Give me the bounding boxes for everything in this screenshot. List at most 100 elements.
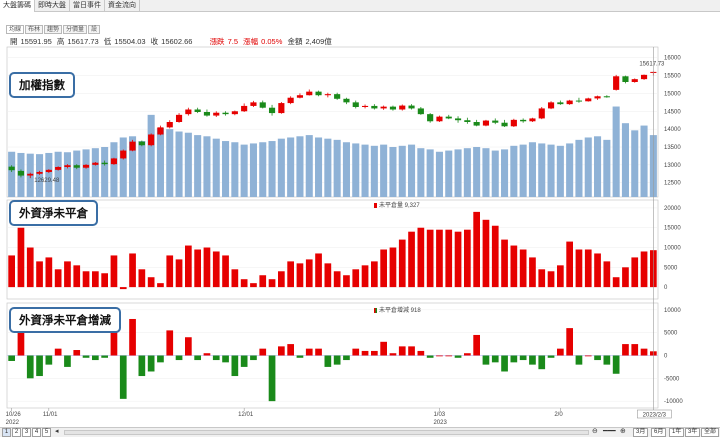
volume-bar: [166, 129, 174, 197]
period-3y-button[interactable]: 3年: [685, 428, 701, 437]
oi-bar: [612, 277, 620, 288]
volume-bar: [184, 132, 192, 197]
period-6m-button[interactable]: 6月: [651, 428, 667, 437]
oi-bar: [529, 257, 536, 288]
candle-body: [92, 162, 99, 165]
oi-bar: [64, 261, 71, 288]
candle-body: [64, 165, 71, 167]
oi-bar: [240, 279, 248, 288]
page-button-3[interactable]: 3: [22, 428, 31, 437]
oi-legend: 未平倉量 9,327: [374, 200, 420, 209]
candle-body: [371, 105, 378, 109]
candle-body: [529, 118, 536, 122]
candle-body: [222, 112, 229, 115]
tab-major-chips[interactable]: 大盤籌碼: [0, 0, 35, 12]
tab-trend[interactable]: 趨勢: [44, 25, 63, 34]
oi-bar: [464, 229, 471, 288]
oi-change-bar: [612, 355, 620, 374]
oi-bar: [45, 257, 53, 288]
candle-body: [622, 76, 629, 82]
volume-bar: [156, 127, 164, 197]
tab-realtime-market[interactable]: 即時大盤: [35, 0, 70, 12]
volume-bar: [342, 142, 350, 197]
oi-bar: [203, 247, 211, 288]
candle-body: [557, 102, 564, 105]
oi-change-bar: [287, 344, 294, 356]
candle-body: [138, 141, 145, 146]
oi-bar: [26, 247, 34, 288]
volume-bar: [231, 142, 239, 197]
oi-change-bar: [640, 348, 648, 356]
oi-bar: [436, 229, 443, 288]
oi-change-bar: [436, 355, 443, 357]
tab-daily-events[interactable]: 當日事件: [70, 0, 105, 12]
oi-bar: [352, 269, 360, 288]
volume-bar: [129, 136, 137, 197]
oi-change-bar: [166, 330, 174, 356]
candle-body: [120, 150, 127, 159]
close-label: 收: [150, 37, 159, 46]
oi-change-y-tick-label: 0: [664, 354, 668, 360]
time-scrollbar[interactable]: [64, 430, 589, 435]
oi-change-bar: [73, 350, 81, 356]
page-button-1[interactable]: 1: [2, 428, 11, 437]
candle-body: [241, 105, 248, 112]
oi-bar: [519, 249, 527, 288]
oi-bar: [417, 227, 425, 288]
candle-body: [585, 98, 592, 102]
volume-bar: [138, 141, 146, 197]
oi-bar: [17, 227, 25, 288]
volume-bar: [36, 154, 44, 197]
oi-change-bar: [408, 346, 415, 356]
page-button-2[interactable]: 2: [12, 428, 21, 437]
oi-label: 外資淨未平倉: [9, 200, 98, 226]
page-button-5[interactable]: 5: [42, 428, 51, 437]
tab-moving-average[interactable]: 均線: [6, 25, 25, 34]
volume-bar: [631, 130, 639, 197]
chart-canvas[interactable]: 12500 13000 13500 14000 14500 15000 15500 16000…: [0, 0, 720, 427]
page-button-4[interactable]: 4: [32, 428, 41, 437]
oi-bar: [324, 263, 332, 288]
volume-bar: [380, 144, 388, 197]
tab-settings[interactable]: 設: [88, 25, 101, 34]
period-1y-button[interactable]: 1年: [669, 428, 685, 437]
zoom-slider[interactable]: ━━━: [603, 428, 616, 435]
volume-bar: [222, 141, 230, 197]
oi-change-bar: [194, 355, 201, 361]
date-year-label: 2022: [6, 420, 20, 426]
low-label: 低: [103, 37, 112, 46]
oi-change-bar: [268, 355, 276, 402]
tab-fund-flow[interactable]: 資金流向: [105, 0, 140, 12]
volume-bar: [73, 150, 81, 197]
tab-bollinger[interactable]: 布林: [25, 25, 44, 34]
candle-body: [110, 158, 118, 165]
oi-bar: [501, 239, 508, 288]
period-all-button[interactable]: 全部: [701, 428, 720, 437]
oi-bar: [491, 225, 499, 288]
candle-body: [464, 120, 471, 122]
zoom-in-icon[interactable]: ⊕: [620, 428, 626, 435]
scroll-left-icon[interactable]: ◂: [55, 428, 59, 435]
tab-volume-profile[interactable]: 分價量: [63, 25, 88, 34]
oi-change-bar: [622, 344, 629, 356]
index-y-tick-label: 15500: [664, 74, 681, 80]
candle-body: [473, 122, 480, 126]
zoom-out-icon[interactable]: ⊖: [592, 428, 598, 435]
candle-body: [408, 105, 415, 109]
oi-bar: [175, 259, 183, 288]
period-3m-button[interactable]: 3月: [633, 428, 649, 437]
oi-bar: [250, 283, 257, 288]
oi-y-tick-label: 5000: [664, 265, 678, 271]
candle-body: [45, 169, 52, 172]
oi-change-bar: [45, 355, 53, 365]
oi-change-bar: [417, 350, 425, 356]
oi-bar: [305, 259, 313, 288]
volume-bar: [603, 139, 611, 197]
index-y-tick-label: 14000: [664, 127, 681, 133]
candle-body: [296, 95, 304, 98]
volume-bar: [203, 136, 211, 197]
oi-bar: [361, 265, 369, 288]
candle-body: [594, 96, 601, 99]
oi-change-bar: [203, 353, 211, 356]
pct-value: 0.05%: [261, 37, 283, 46]
